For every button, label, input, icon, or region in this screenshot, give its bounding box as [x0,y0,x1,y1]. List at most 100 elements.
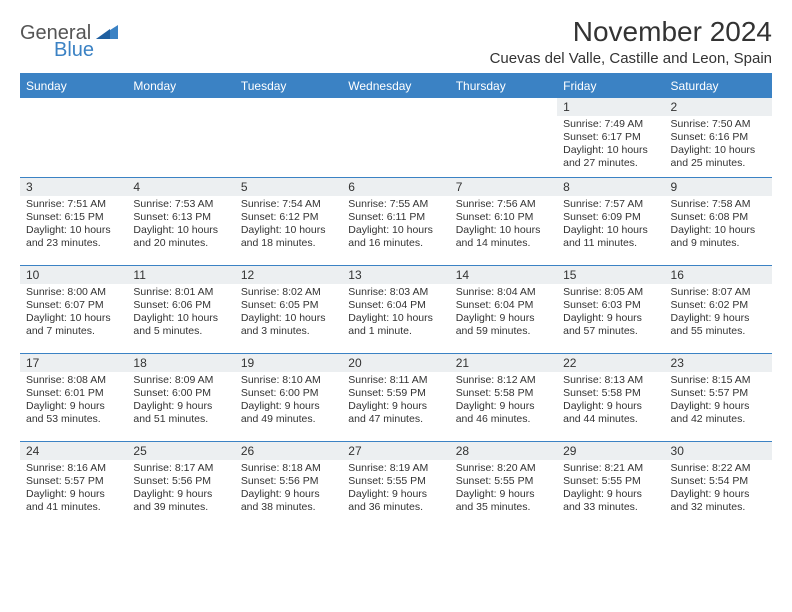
calendar-cell: 22Sunrise: 8:13 AMSunset: 5:58 PMDayligh… [557,354,664,442]
location: Cuevas del Valle, Castille and Leon, Spa… [490,50,772,67]
day-content: Sunrise: 8:12 AMSunset: 5:58 PMDaylight:… [450,372,557,431]
calendar-cell: 23Sunrise: 8:15 AMSunset: 5:57 PMDayligh… [665,354,772,442]
calendar-cell: 6Sunrise: 7:55 AMSunset: 6:11 PMDaylight… [342,178,449,266]
brand-triangle-icon [96,23,118,44]
calendar-cell: 8Sunrise: 7:57 AMSunset: 6:09 PMDaylight… [557,178,664,266]
calendar-cell: 4Sunrise: 7:53 AMSunset: 6:13 PMDaylight… [127,178,234,266]
day-content: Sunrise: 7:56 AMSunset: 6:10 PMDaylight:… [450,196,557,255]
day-content: Sunrise: 7:50 AMSunset: 6:16 PMDaylight:… [665,116,772,175]
calendar-body: 1Sunrise: 7:49 AMSunset: 6:17 PMDaylight… [20,98,772,530]
day-content: Sunrise: 8:13 AMSunset: 5:58 PMDaylight:… [557,372,664,431]
day-number: 14 [450,266,557,284]
day-content: Sunrise: 8:07 AMSunset: 6:02 PMDaylight:… [665,284,772,343]
calendar-cell: 1Sunrise: 7:49 AMSunset: 6:17 PMDaylight… [557,98,664,178]
day-content: Sunrise: 8:09 AMSunset: 6:00 PMDaylight:… [127,372,234,431]
day-number: 25 [127,442,234,460]
day-number: 26 [235,442,342,460]
day-content: Sunrise: 8:22 AMSunset: 5:54 PMDaylight:… [665,460,772,519]
calendar-cell: 21Sunrise: 8:12 AMSunset: 5:58 PMDayligh… [450,354,557,442]
calendar-cell: 16Sunrise: 8:07 AMSunset: 6:02 PMDayligh… [665,266,772,354]
day-number: 19 [235,354,342,372]
day-number: 17 [20,354,127,372]
weekday-header: Saturday [665,74,772,98]
calendar-cell: 10Sunrise: 8:00 AMSunset: 6:07 PMDayligh… [20,266,127,354]
calendar-cell: 7Sunrise: 7:56 AMSunset: 6:10 PMDaylight… [450,178,557,266]
calendar-cell: 17Sunrise: 8:08 AMSunset: 6:01 PMDayligh… [20,354,127,442]
calendar-cell: 18Sunrise: 8:09 AMSunset: 6:00 PMDayligh… [127,354,234,442]
day-content: Sunrise: 8:02 AMSunset: 6:05 PMDaylight:… [235,284,342,343]
day-number: 24 [20,442,127,460]
day-number: 27 [342,442,449,460]
calendar-cell: 11Sunrise: 8:01 AMSunset: 6:06 PMDayligh… [127,266,234,354]
calendar-week-row: 24Sunrise: 8:16 AMSunset: 5:57 PMDayligh… [20,442,772,530]
day-number: 10 [20,266,127,284]
day-number: 21 [450,354,557,372]
weekday-header: Sunday [20,74,127,98]
day-number: 13 [342,266,449,284]
day-content: Sunrise: 8:18 AMSunset: 5:56 PMDaylight:… [235,460,342,519]
calendar-cell [127,98,234,178]
calendar-cell: 28Sunrise: 8:20 AMSunset: 5:55 PMDayligh… [450,442,557,530]
calendar-cell: 24Sunrise: 8:16 AMSunset: 5:57 PMDayligh… [20,442,127,530]
weekday-header: Thursday [450,74,557,98]
header: General Blue November 2024 Cuevas del Va… [20,16,772,71]
day-content: Sunrise: 8:11 AMSunset: 5:59 PMDaylight:… [342,372,449,431]
day-content: Sunrise: 8:05 AMSunset: 6:03 PMDaylight:… [557,284,664,343]
day-number: 16 [665,266,772,284]
day-number: 28 [450,442,557,460]
calendar-cell: 26Sunrise: 8:18 AMSunset: 5:56 PMDayligh… [235,442,342,530]
day-number: 11 [127,266,234,284]
day-content: Sunrise: 7:51 AMSunset: 6:15 PMDaylight:… [20,196,127,255]
day-content: Sunrise: 8:03 AMSunset: 6:04 PMDaylight:… [342,284,449,343]
day-number: 7 [450,178,557,196]
day-number: 9 [665,178,772,196]
calendar-cell [450,98,557,178]
day-content: Sunrise: 8:21 AMSunset: 5:55 PMDaylight:… [557,460,664,519]
weekday-header: Wednesday [342,74,449,98]
day-number: 4 [127,178,234,196]
calendar-cell: 27Sunrise: 8:19 AMSunset: 5:55 PMDayligh… [342,442,449,530]
brand-logo: General Blue [20,22,118,62]
calendar-cell: 13Sunrise: 8:03 AMSunset: 6:04 PMDayligh… [342,266,449,354]
day-number: 30 [665,442,772,460]
day-number: 1 [557,98,664,116]
calendar-cell: 29Sunrise: 8:21 AMSunset: 5:55 PMDayligh… [557,442,664,530]
calendar-week-row: 10Sunrise: 8:00 AMSunset: 6:07 PMDayligh… [20,266,772,354]
calendar-cell [342,98,449,178]
weekday-header: Tuesday [235,74,342,98]
calendar-cell: 25Sunrise: 8:17 AMSunset: 5:56 PMDayligh… [127,442,234,530]
day-content: Sunrise: 8:00 AMSunset: 6:07 PMDaylight:… [20,284,127,343]
calendar-cell: 14Sunrise: 8:04 AMSunset: 6:04 PMDayligh… [450,266,557,354]
weekday-header: Monday [127,74,234,98]
day-number: 6 [342,178,449,196]
day-content: Sunrise: 8:16 AMSunset: 5:57 PMDaylight:… [20,460,127,519]
day-number: 22 [557,354,664,372]
day-number: 23 [665,354,772,372]
weekday-header-row: SundayMondayTuesdayWednesdayThursdayFrid… [20,74,772,98]
day-content: Sunrise: 7:54 AMSunset: 6:12 PMDaylight:… [235,196,342,255]
day-content: Sunrise: 8:04 AMSunset: 6:04 PMDaylight:… [450,284,557,343]
weekday-header: Friday [557,74,664,98]
calendar-cell: 5Sunrise: 7:54 AMSunset: 6:12 PMDaylight… [235,178,342,266]
day-content: Sunrise: 8:01 AMSunset: 6:06 PMDaylight:… [127,284,234,343]
day-content: Sunrise: 8:10 AMSunset: 6:00 PMDaylight:… [235,372,342,431]
day-content: Sunrise: 7:53 AMSunset: 6:13 PMDaylight:… [127,196,234,255]
day-content: Sunrise: 7:57 AMSunset: 6:09 PMDaylight:… [557,196,664,255]
day-content: Sunrise: 8:17 AMSunset: 5:56 PMDaylight:… [127,460,234,519]
day-number: 29 [557,442,664,460]
calendar-week-row: 3Sunrise: 7:51 AMSunset: 6:15 PMDaylight… [20,178,772,266]
calendar-cell: 12Sunrise: 8:02 AMSunset: 6:05 PMDayligh… [235,266,342,354]
calendar-week-row: 1Sunrise: 7:49 AMSunset: 6:17 PMDaylight… [20,98,772,178]
day-content: Sunrise: 8:19 AMSunset: 5:55 PMDaylight:… [342,460,449,519]
calendar-cell: 19Sunrise: 8:10 AMSunset: 6:00 PMDayligh… [235,354,342,442]
calendar-cell: 3Sunrise: 7:51 AMSunset: 6:15 PMDaylight… [20,178,127,266]
day-number: 18 [127,354,234,372]
day-number: 5 [235,178,342,196]
day-content: Sunrise: 7:49 AMSunset: 6:17 PMDaylight:… [557,116,664,175]
day-content: Sunrise: 7:58 AMSunset: 6:08 PMDaylight:… [665,196,772,255]
calendar-cell: 15Sunrise: 8:05 AMSunset: 6:03 PMDayligh… [557,266,664,354]
day-number: 20 [342,354,449,372]
title-block: November 2024 Cuevas del Valle, Castille… [490,16,772,71]
day-content: Sunrise: 8:15 AMSunset: 5:57 PMDaylight:… [665,372,772,431]
calendar-cell: 2Sunrise: 7:50 AMSunset: 6:16 PMDaylight… [665,98,772,178]
